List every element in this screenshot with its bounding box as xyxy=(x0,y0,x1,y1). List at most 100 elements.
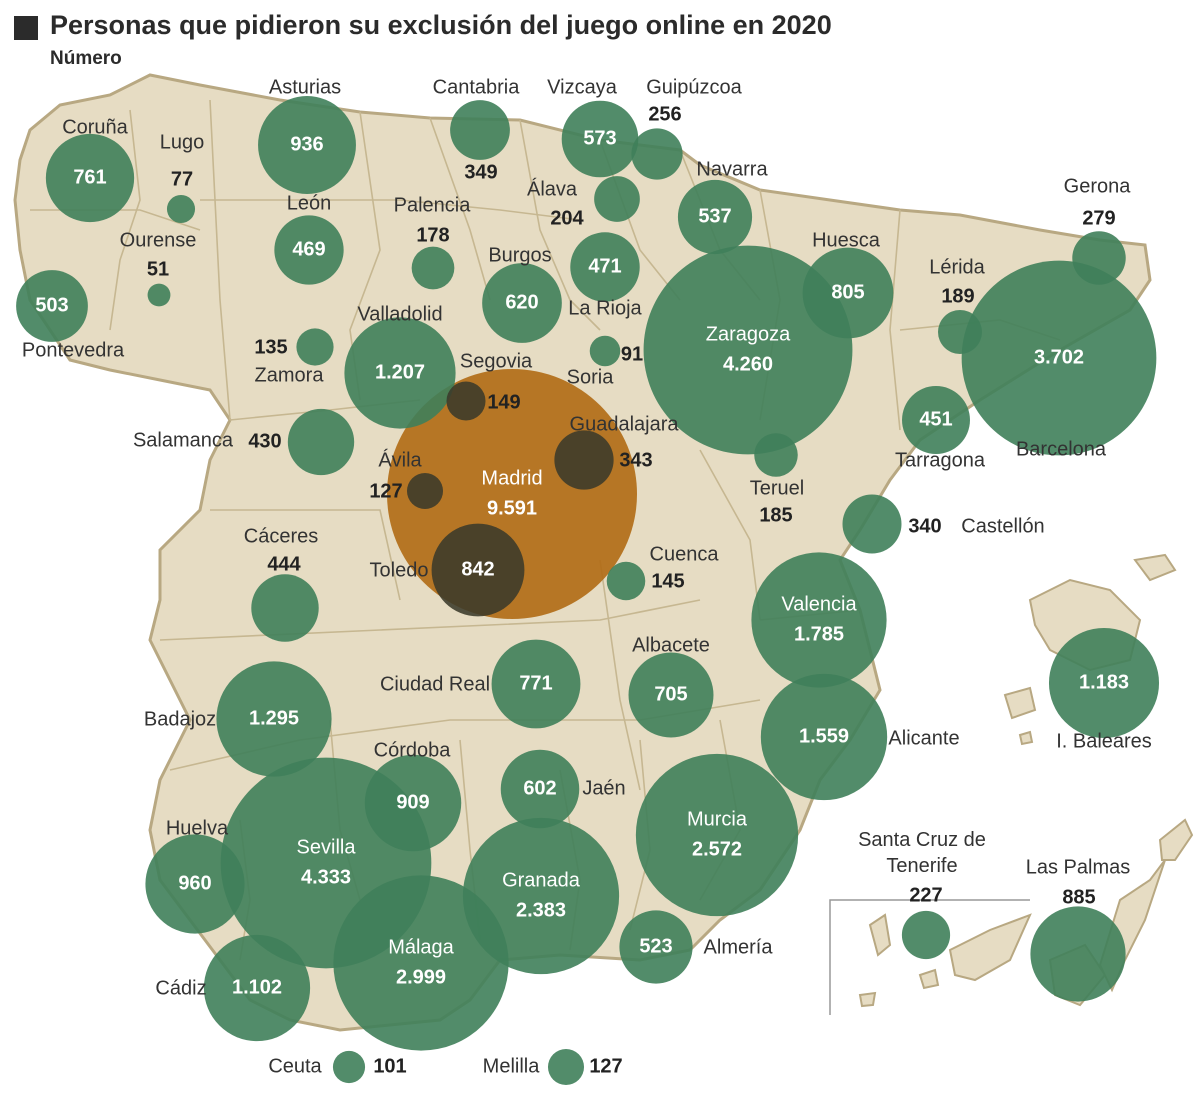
province-value-laspalmas: 885 xyxy=(1062,886,1096,909)
province-value-avila: 127 xyxy=(369,480,403,503)
province-value-malaga: 2.999 xyxy=(395,966,447,989)
province-value-asturias: 936 xyxy=(290,133,324,156)
province-name-melilla: Melilla xyxy=(482,1055,540,1078)
province-name-burgos: Burgos xyxy=(488,244,552,267)
province-name-almeria: Almería xyxy=(703,936,773,959)
province-name-badajoz: Badajoz xyxy=(143,708,217,731)
province-value-lugo: 77 xyxy=(170,168,194,191)
bubble-jaen xyxy=(500,749,580,829)
province-name-tarragona: Tarragona xyxy=(894,449,986,472)
bubble-castellon xyxy=(842,494,902,554)
province-value-segovia: 149 xyxy=(487,391,521,414)
province-value-almeria: 523 xyxy=(639,935,673,958)
bubble-baleares xyxy=(1048,627,1160,739)
province-value-ceuta: 101 xyxy=(373,1055,407,1078)
formentera-shape xyxy=(1018,730,1034,746)
province-value-coruna: 761 xyxy=(73,166,107,189)
province-value-ciudadreal: 771 xyxy=(519,672,553,695)
province-name-leon: León xyxy=(286,192,332,215)
bubble-burgos xyxy=(482,263,562,343)
hierro-island xyxy=(858,991,877,1008)
province-value-caceres: 444 xyxy=(267,553,301,576)
tenerife-island xyxy=(948,913,1032,982)
bubble-guadalajara xyxy=(554,430,614,490)
province-name-albacete: Albacete xyxy=(632,634,710,657)
province-name-malaga: Málaga xyxy=(388,936,454,959)
province-value-castellon: 340 xyxy=(908,515,942,538)
province-value-teruel: 185 xyxy=(759,504,793,527)
bubble-soria xyxy=(589,335,621,367)
province-value-cadiz: 1.102 xyxy=(231,976,283,999)
province-value-badajoz: 1.295 xyxy=(248,707,300,730)
province-value-salamanca: 430 xyxy=(248,430,282,453)
bubble-cuenca xyxy=(606,561,646,601)
province-value-melilla: 127 xyxy=(589,1055,623,1078)
province-value-jaen: 602 xyxy=(523,777,557,800)
province-value-soria: 91 xyxy=(620,343,644,366)
bubble-laspalmas xyxy=(1030,906,1126,1002)
province-value-lerida: 189 xyxy=(941,285,975,308)
lanzarote-island xyxy=(1158,818,1194,861)
bubble-alicante xyxy=(760,673,888,801)
province-value-pontevedra: 503 xyxy=(35,294,69,317)
province-value-gerona: 279 xyxy=(1082,207,1116,230)
bubble-asturias xyxy=(258,96,356,194)
province-value-tarragona: 451 xyxy=(919,408,953,431)
bubble-layer xyxy=(16,96,1160,1086)
province-name-granada: Granada xyxy=(502,869,580,892)
province-name-asturias: Asturias xyxy=(268,76,342,99)
bubble-palencia xyxy=(411,246,455,290)
province-name-valladolid: Valladolid xyxy=(357,303,443,326)
canarias-frame xyxy=(829,899,1030,1015)
bubble-ciudadreal xyxy=(491,639,581,729)
bubble-larioja xyxy=(570,232,640,302)
province-name-madrid: Madrid xyxy=(481,467,543,490)
bubble-leon xyxy=(274,215,344,285)
province-name-valencia: Valencia xyxy=(781,593,857,616)
bubble-albacete xyxy=(628,652,714,738)
province-value-huelva: 960 xyxy=(178,872,212,895)
bubble-segovia xyxy=(446,381,486,421)
bubble-melilla xyxy=(547,1048,585,1086)
province-name-baleares: I. Baleares xyxy=(1056,730,1152,753)
province-value-zaragoza: 4.260 xyxy=(722,353,774,376)
bubble-salamanca xyxy=(287,408,355,476)
bubble-zamora xyxy=(296,328,334,366)
province-name-sevilla: Sevilla xyxy=(296,836,356,859)
province-name-caceres: Cáceres xyxy=(243,525,319,548)
province-value-cantabria: 349 xyxy=(464,161,498,184)
menorca-shape xyxy=(1133,553,1177,582)
province-name-gerona: Gerona xyxy=(1063,175,1131,198)
bubble-navarra xyxy=(677,179,753,255)
province-name-jaen: Jaén xyxy=(582,777,626,800)
province-value-huesca: 805 xyxy=(831,281,865,304)
bubble-tarragona xyxy=(902,386,970,454)
province-name-salamanca: Salamanca xyxy=(132,429,234,452)
province-value-guipuzcoa: 256 xyxy=(648,103,682,126)
province-value-tenerife: 227 xyxy=(909,884,943,907)
province-name-cadiz: Cádiz xyxy=(155,977,207,1000)
province-name-larioja: La Rioja xyxy=(568,297,642,320)
province-value-palencia: 178 xyxy=(416,224,450,247)
province-name-avila: Ávila xyxy=(378,449,422,472)
province-name-ourense: Ourense xyxy=(119,229,197,252)
lapalma-island xyxy=(868,913,892,957)
province-value-larioja: 471 xyxy=(588,255,622,278)
province-name-cordoba: Córdoba xyxy=(373,739,451,762)
gomera-island xyxy=(918,968,940,990)
title-square-icon xyxy=(14,16,38,40)
bubble-caceres xyxy=(251,574,319,642)
province-name-zaragoza: Zaragoza xyxy=(705,323,791,346)
bubble-zaragoza xyxy=(643,245,853,455)
province-name-pontevedra: Pontevedra xyxy=(21,339,125,362)
bubble-tenerife xyxy=(901,910,951,960)
bubble-vizcaya xyxy=(561,100,639,178)
bubble-teruel xyxy=(754,433,798,477)
province-value-vizcaya: 573 xyxy=(583,127,617,150)
province-value-burgos: 620 xyxy=(505,291,539,314)
province-name-barcelona: Barcelona xyxy=(1015,438,1107,461)
bubble-cantabria xyxy=(450,100,510,160)
province-name-guadalajara: Guadalajara xyxy=(569,413,679,436)
bubble-badajoz xyxy=(216,661,332,777)
